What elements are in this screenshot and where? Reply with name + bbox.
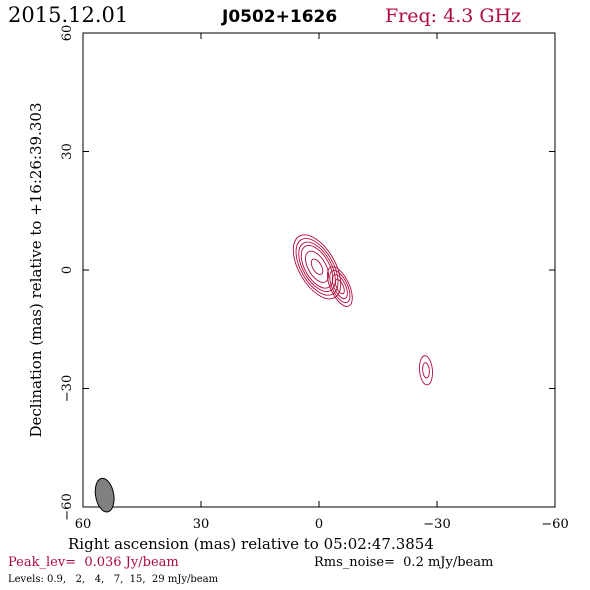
header-date: 2015.12.01 — [8, 3, 128, 27]
y-tick-label: −60 — [60, 493, 75, 520]
contour-line — [300, 245, 334, 289]
contour-line — [326, 266, 353, 307]
contour-lines — [292, 234, 433, 386]
x-axis-label: Right ascension (mas) relative to 05:02:… — [68, 535, 434, 553]
contour-line — [295, 238, 339, 296]
header-source: J0502+1626 — [221, 7, 337, 27]
x-tick-label: 0 — [315, 517, 323, 532]
contour-line — [298, 241, 336, 292]
x-tick-label: −30 — [423, 517, 450, 532]
contour-line — [331, 274, 348, 300]
x-tick-labels: 60 30 0 −30 −60 — [75, 517, 569, 532]
x-tick-label: 30 — [193, 517, 210, 532]
rms-noise: Rms_noise= 0.2 mJy/beam — [314, 555, 493, 570]
contour-line — [422, 362, 430, 379]
peak-level: Peak_lev= 0.036 Jy/beam — [8, 555, 179, 570]
beam-ellipse — [94, 477, 115, 513]
header-frequency: Freq: 4.3 GHz — [385, 5, 521, 27]
contour-line — [292, 234, 342, 300]
y-tick-label: 30 — [60, 143, 75, 160]
contour-line — [305, 250, 330, 283]
y-tick-label: −30 — [60, 375, 75, 402]
y-tick-label: 0 — [60, 266, 75, 274]
plot-frame — [82, 32, 556, 508]
x-tick-label: 60 — [75, 517, 92, 532]
y-tick-label: 60 — [60, 25, 75, 42]
y-tick-labels: 60 30 0 −30 −60 — [60, 25, 75, 521]
x-tick-label: −60 — [541, 517, 568, 532]
beam-shape — [94, 477, 115, 513]
y-axis-label: Declination (mas) relative to +16:26:39.… — [27, 102, 45, 437]
contour-line — [329, 270, 351, 304]
contour-line — [334, 279, 345, 295]
contour-levels: Levels: 0.9, 2, 4, 7, 15, 29 mJy/beam — [8, 574, 219, 585]
contour-line — [419, 355, 433, 386]
axis-ticks — [83, 33, 555, 507]
contour-line — [310, 258, 324, 276]
